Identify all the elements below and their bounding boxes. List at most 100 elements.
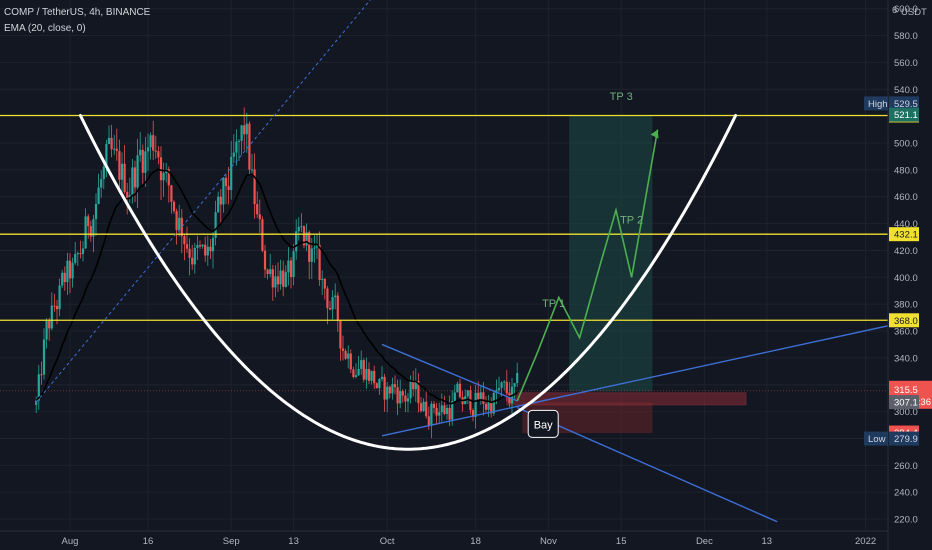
high-price-tag xyxy=(889,96,919,111)
price-tick-label: 240.0 xyxy=(894,488,918,499)
candle-body xyxy=(412,381,415,390)
projected-path xyxy=(516,129,659,402)
candle-body xyxy=(188,248,191,258)
candlesticks xyxy=(35,107,519,439)
candle-body xyxy=(48,321,51,329)
candle-body xyxy=(159,157,163,181)
candle-body xyxy=(386,386,389,400)
price-axis[interactable]: 620.0USDT600.0580.0560.0540.0520.0500.04… xyxy=(887,0,932,550)
candle-body xyxy=(139,149,142,156)
level-price-label: 368.0 xyxy=(894,316,918,327)
candle-body xyxy=(193,247,196,265)
candle-body xyxy=(123,163,126,192)
candle-body xyxy=(315,244,319,248)
time-axis[interactable]: Aug 16 Sep 13 Oct 18 Nov 15 Dec 13 2022 xyxy=(0,530,932,550)
candle-body xyxy=(451,401,454,420)
candle-body xyxy=(289,260,293,278)
candle-body xyxy=(458,383,462,398)
price-tick-label: 560.0 xyxy=(894,58,918,69)
trendlines xyxy=(35,0,908,523)
time-tick-label: 16 xyxy=(143,536,154,547)
candle-body xyxy=(393,384,397,388)
candle-body xyxy=(219,196,222,205)
candle-body xyxy=(175,211,178,231)
candle-body xyxy=(250,169,254,171)
candle-body xyxy=(110,137,113,150)
candle-body xyxy=(419,403,423,411)
candle-body xyxy=(92,219,95,237)
candle-body xyxy=(118,150,121,180)
candle-body xyxy=(206,246,209,256)
candle-body xyxy=(279,270,282,285)
price-axis-bg xyxy=(888,0,932,550)
candle-body xyxy=(443,405,446,414)
candle-body xyxy=(328,308,332,310)
green-price-tag xyxy=(889,107,919,122)
candle-body xyxy=(154,150,157,152)
ema-line xyxy=(35,168,518,405)
price-tick-label: 420.0 xyxy=(894,246,918,257)
candle-body xyxy=(380,376,384,380)
candle-body xyxy=(35,400,38,405)
low-marker-label: Low xyxy=(868,434,886,445)
candle-body xyxy=(84,216,87,249)
target-label: TP 1 xyxy=(542,298,565,310)
bay-label-box xyxy=(527,409,559,438)
candle-body xyxy=(144,151,147,173)
candle-body xyxy=(204,244,207,256)
candle-body xyxy=(474,392,477,417)
price-tick-label: 480.0 xyxy=(894,165,918,176)
candle-body xyxy=(409,381,412,399)
level-price-tag xyxy=(889,227,919,242)
time-tick-label: 18 xyxy=(470,536,481,547)
indicator-legend[interactable]: EMA (20, close, 0) xyxy=(4,23,86,34)
candle-body xyxy=(87,216,90,227)
candle-body xyxy=(128,194,131,199)
candle-body xyxy=(240,125,243,141)
high-marker xyxy=(864,96,888,111)
candle-body xyxy=(287,260,290,273)
candle-body xyxy=(45,321,48,340)
time-tick-label: 13 xyxy=(762,536,773,547)
price-tick-label: 260.0 xyxy=(894,461,918,472)
candle-body xyxy=(383,376,386,400)
candle-body xyxy=(146,147,150,152)
trendline xyxy=(35,0,371,403)
candle-body xyxy=(482,392,485,404)
level-price-label: 432.1 xyxy=(894,230,918,241)
candle-body xyxy=(253,169,256,205)
price-tick-label: 500.0 xyxy=(894,139,918,150)
candle-body xyxy=(373,370,376,384)
candle-body xyxy=(513,383,516,387)
symbol-title[interactable]: COMP / TetherUS, 4h, BINANCE xyxy=(4,7,151,18)
price-tick-label: 220.0 xyxy=(894,515,918,526)
candle-body xyxy=(68,260,72,279)
price-tick-label: 440.0 xyxy=(894,219,918,230)
candle-body xyxy=(261,219,264,251)
candle-body xyxy=(331,297,334,310)
candle-body xyxy=(185,244,189,249)
candle-body xyxy=(336,295,339,321)
time-tick-label: 2022 xyxy=(855,536,876,547)
last-price-label: 315.5 xyxy=(894,385,918,396)
candle-body xyxy=(427,416,430,426)
candle-body xyxy=(399,391,402,404)
price-tick-label: 400.0 xyxy=(894,273,918,284)
candle-body xyxy=(133,167,137,188)
candle-body xyxy=(170,185,173,202)
candle-body xyxy=(516,372,519,384)
candle-body xyxy=(274,276,277,288)
candle-body xyxy=(365,368,368,380)
candle-body xyxy=(425,401,428,417)
candle-body xyxy=(438,412,441,416)
candle-body xyxy=(505,381,508,394)
candle-body xyxy=(282,270,285,287)
candle-body xyxy=(263,250,267,270)
candle-body xyxy=(37,374,40,401)
projection-path xyxy=(516,129,659,402)
candle-body xyxy=(276,276,280,285)
candle-body xyxy=(217,196,220,213)
candle-body xyxy=(308,232,311,262)
candle-body xyxy=(157,151,160,158)
